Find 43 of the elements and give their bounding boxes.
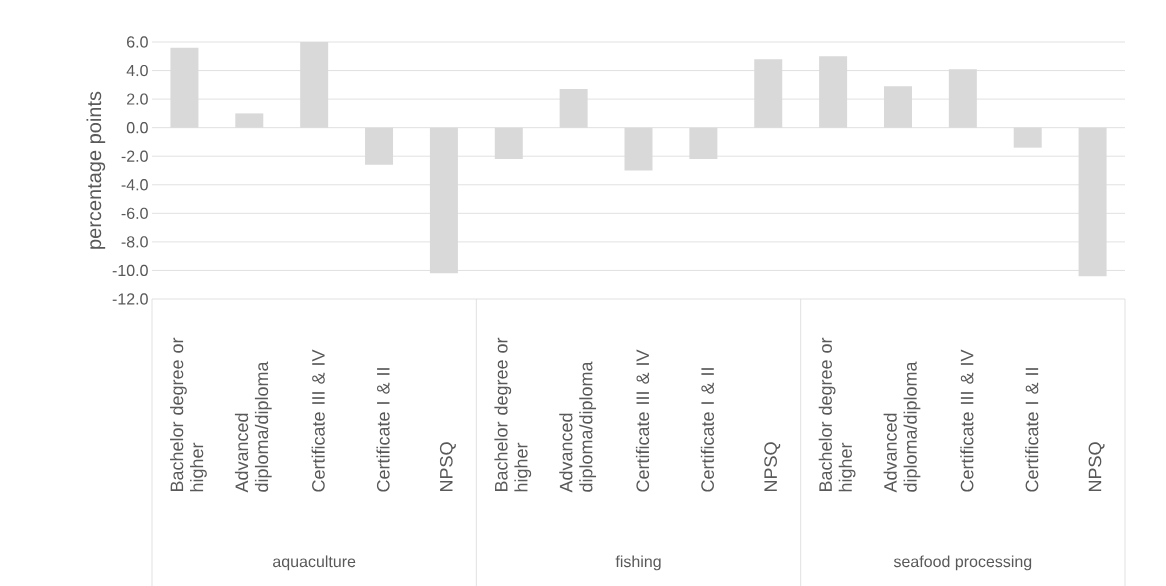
y-tick-label: 6.0 — [127, 36, 148, 48]
x-tick-label: Certificate I & II — [700, 368, 714, 492]
x-tick-label: Advanced diploma/diploma — [883, 361, 921, 493]
y-tick-label: -2.0 — [121, 150, 148, 162]
bar — [235, 113, 264, 128]
bar — [819, 56, 848, 128]
bar — [754, 59, 783, 128]
x-tick-label: Bachelor degree or higher — [494, 337, 532, 492]
bar — [365, 127, 394, 165]
x-tick-label: Certificate III & IV — [311, 349, 325, 492]
x-tick-label: NPSQ — [439, 442, 456, 492]
y-tick-label: 2.0 — [127, 93, 148, 105]
bar — [689, 127, 718, 160]
x-tick-label: Bachelor degree or higher — [170, 337, 207, 492]
bar — [948, 69, 977, 128]
bar — [624, 127, 653, 171]
bar — [559, 89, 588, 128]
text: seafood processing — [893, 555, 1032, 571]
x-tick-label: Bachelor degree or higher — [818, 337, 856, 492]
x-tick-label: Advanced diploma/diploma — [234, 361, 272, 493]
bar — [1078, 127, 1107, 277]
text: aquaculture — [273, 555, 356, 571]
bar — [883, 86, 912, 128]
y-tick-label: 0.0 — [126, 122, 148, 134]
x-tick-label: NPSQ — [764, 442, 781, 492]
y-tick-label: -4.0 — [121, 179, 148, 191]
bar — [1013, 127, 1042, 148]
x-tick-label: Certificate I & II — [1025, 368, 1039, 492]
text: fishing — [615, 555, 661, 571]
x-tick-label: Certificate III & IV — [960, 349, 974, 492]
bar — [494, 127, 523, 160]
y-axis-title: percentage points — [86, 91, 106, 249]
y-tick-label: -8.0 — [121, 236, 148, 248]
x-tick-label: Certificate I & II — [376, 368, 390, 492]
x-tick-label: Advanced diploma/diploma — [559, 361, 597, 493]
x-tick-label: NPSQ — [1088, 442, 1105, 492]
y-tick-label: -10.0 — [112, 264, 148, 277]
y-tick-label: -12.0 — [112, 293, 148, 305]
bar — [170, 47, 199, 128]
x-tick-label: Certificate III & IV — [635, 349, 650, 492]
bar — [429, 127, 458, 274]
y-tick-label: -6.0 — [121, 207, 148, 219]
y-tick-label: 4.0 — [126, 64, 148, 77]
